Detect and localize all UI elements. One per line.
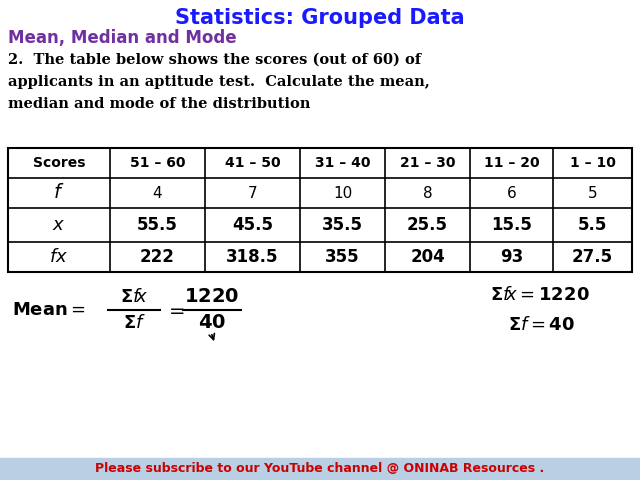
Text: 27.5: 27.5 [572, 248, 613, 266]
Text: 355: 355 [325, 248, 360, 266]
Text: 41 – 50: 41 – 50 [225, 156, 280, 170]
Text: $\mathbf{\Sigma}f = \mathbf{40}$: $\mathbf{\Sigma}f = \mathbf{40}$ [508, 316, 575, 334]
Text: median and mode of the distribution: median and mode of the distribution [8, 97, 310, 111]
Text: 55.5: 55.5 [137, 216, 178, 234]
Text: Scores: Scores [33, 156, 85, 170]
Text: 25.5: 25.5 [407, 216, 448, 234]
Text: 51 – 60: 51 – 60 [130, 156, 185, 170]
Text: $\mathbf{40}$: $\mathbf{40}$ [198, 313, 226, 333]
Text: 2.  The table below shows the scores (out of 60) of: 2. The table below shows the scores (out… [8, 53, 421, 67]
Text: $\mathbf{1220}$: $\mathbf{1220}$ [184, 288, 239, 307]
Text: $x$: $x$ [52, 216, 66, 234]
Text: 6: 6 [507, 185, 516, 201]
Text: 45.5: 45.5 [232, 216, 273, 234]
Bar [8, 148, 632, 272]
Text: $\mathbf{\Sigma}f\!x = \mathbf{1220}$: $\mathbf{\Sigma}f\!x = \mathbf{1220}$ [490, 286, 589, 304]
Text: 10: 10 [333, 185, 352, 201]
Text: $f$: $f$ [53, 183, 65, 203]
Text: 11 – 20: 11 – 20 [484, 156, 540, 170]
Text: 318.5: 318.5 [227, 248, 279, 266]
Text: Statistics: Grouped Data: Statistics: Grouped Data [175, 8, 465, 28]
Text: 1 – 10: 1 – 10 [570, 156, 616, 170]
Text: 21 – 30: 21 – 30 [400, 156, 455, 170]
Text: $=$: $=$ [165, 300, 185, 320]
Text: $fx$: $fx$ [49, 248, 68, 266]
Text: 8: 8 [422, 185, 432, 201]
Text: 5: 5 [588, 185, 597, 201]
Bar [0, 458, 640, 480]
Text: 5.5: 5.5 [578, 216, 607, 234]
Text: 93: 93 [500, 248, 523, 266]
Text: applicants in an aptitude test.  Calculate the mean,: applicants in an aptitude test. Calculat… [8, 75, 429, 89]
Text: 7: 7 [248, 185, 257, 201]
Text: $\mathbf{\Sigma}f\!x$: $\mathbf{\Sigma}f\!x$ [120, 288, 148, 306]
Text: 35.5: 35.5 [322, 216, 363, 234]
Text: Mean, Median and Mode: Mean, Median and Mode [8, 29, 237, 47]
Text: 222: 222 [140, 248, 175, 266]
Text: $\mathbf{\Sigma}f$: $\mathbf{\Sigma}f$ [122, 314, 145, 332]
Text: 4: 4 [153, 185, 163, 201]
Text: 204: 204 [410, 248, 445, 266]
Text: Please subscribe to our YouTube channel @ ONINAB Resources .: Please subscribe to our YouTube channel … [95, 463, 545, 476]
Text: 31 – 40: 31 – 40 [315, 156, 371, 170]
Text: $\mathbf{Mean} =$: $\mathbf{Mean} =$ [12, 301, 86, 319]
Text: 15.5: 15.5 [491, 216, 532, 234]
